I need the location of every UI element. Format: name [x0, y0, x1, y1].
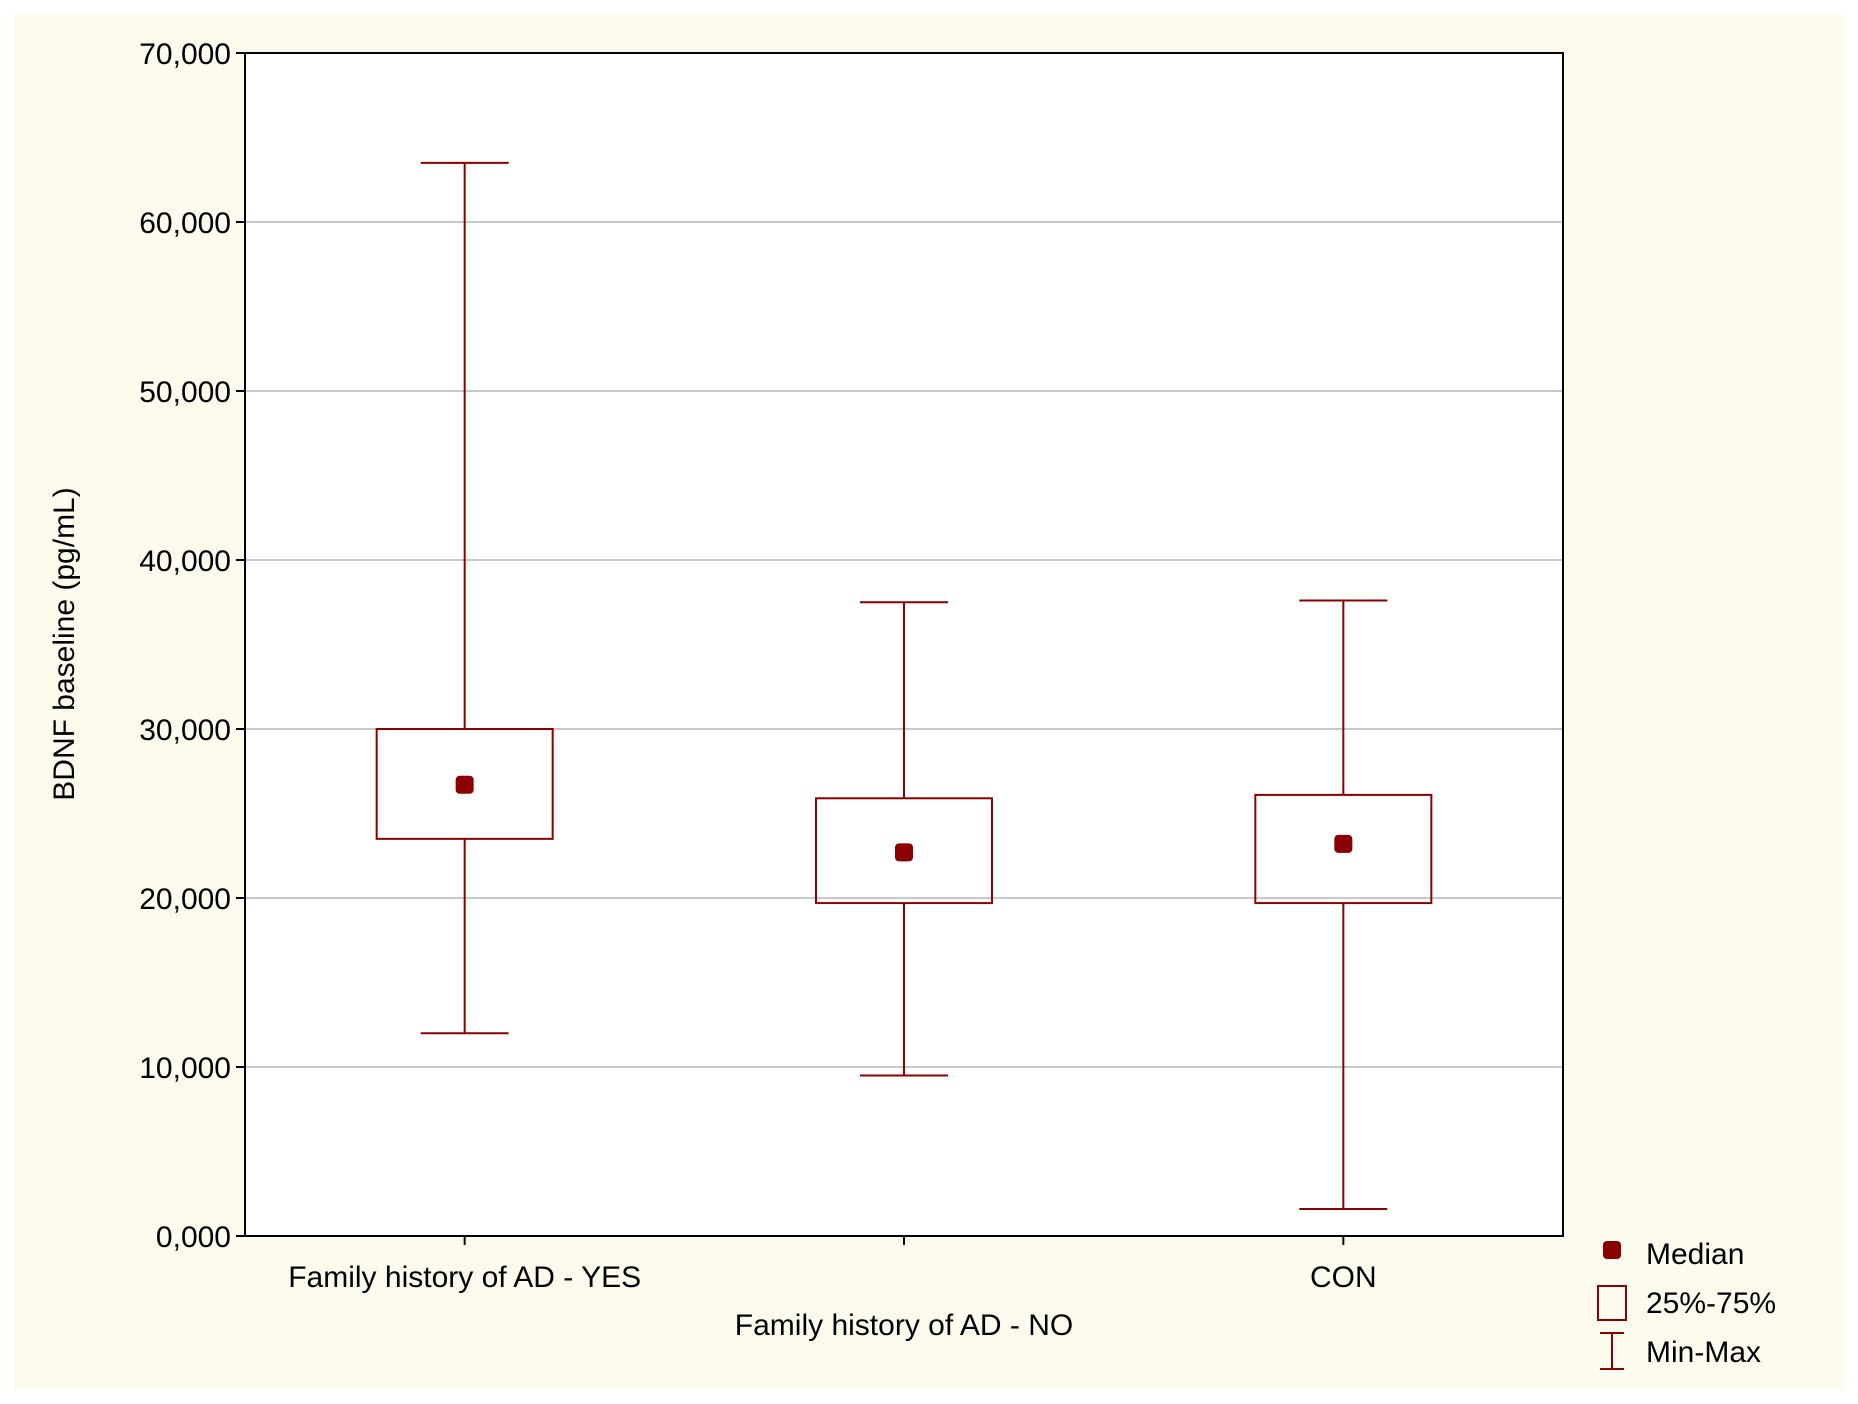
y-tick-label: 20,000: [139, 883, 231, 916]
iqr-box: [815, 797, 993, 905]
median-marker: [1334, 834, 1353, 853]
box-2: [815, 601, 993, 1077]
y-tick-label: 10,000: [139, 1052, 231, 1085]
legend-median-swatch: [1603, 1241, 1621, 1259]
legend-label: Min-Max: [1646, 1336, 1761, 1369]
box-1: [375, 161, 554, 1035]
legend-label: Median: [1646, 1238, 1744, 1271]
y-tick-label: 70,000: [139, 38, 231, 71]
iqr-box: [1254, 793, 1433, 905]
y-tick-label: 30,000: [139, 714, 231, 747]
legend-item-whisker: Min-Max: [1600, 1332, 1761, 1370]
y-axis: 0,000 10,000 20,000 30,000 40,000 50,000 60,00…: [139, 38, 245, 1254]
box-series: [375, 161, 1433, 1210]
legend-item-box: 25%-75%: [1597, 1285, 1776, 1321]
x-tick-label: CON: [1310, 1261, 1377, 1294]
median-marker: [895, 843, 913, 862]
x-tick-label: Family history of AD - NO: [735, 1309, 1073, 1342]
legend-item-dot: Median: [1603, 1238, 1744, 1271]
box-3: [1254, 599, 1433, 1210]
x-axis: Family history of AD - YES Family history…: [288, 1236, 1377, 1342]
legend-box-swatch: [1597, 1285, 1627, 1321]
x-tick-label: Family history of AD - YES: [288, 1261, 641, 1294]
legend: Median 25%-75% Min-Max: [1597, 1238, 1776, 1370]
y-tick-label: 60,000: [139, 207, 231, 240]
y-tick-label: 50,000: [139, 376, 231, 409]
median-marker: [455, 775, 474, 794]
iqr-box: [375, 728, 554, 840]
legend-label: 25%-75%: [1646, 1287, 1776, 1320]
y-tick-label: 0,000: [156, 1221, 231, 1254]
y-tick-label: 40,000: [139, 545, 231, 578]
y-axis-label: BDNF baseline (pg/mL): [48, 487, 81, 800]
